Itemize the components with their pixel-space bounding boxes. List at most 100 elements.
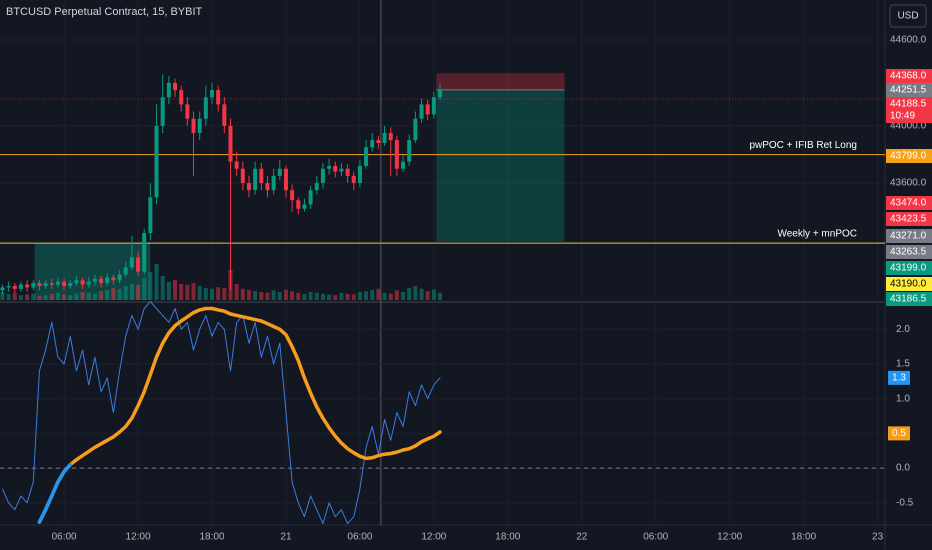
volume-bar [37, 296, 42, 300]
volume-bar [203, 288, 208, 300]
volume-bar [86, 292, 91, 300]
volume-bar [419, 288, 424, 300]
candle-body [185, 104, 190, 119]
volume-bar [438, 292, 443, 300]
volume-bar [166, 282, 171, 300]
candle-body [173, 82, 178, 91]
volume-bar [259, 292, 264, 300]
volume-bar [339, 292, 344, 300]
candle-body [216, 90, 221, 105]
candle-body [12, 285, 17, 289]
line-series [37, 306, 442, 524]
currency-button[interactable] [889, 4, 927, 28]
level-label: Weekly + mnPOC [777, 229, 857, 240]
value-tag [888, 426, 910, 441]
price-tag [886, 97, 932, 123]
volume-bar [148, 272, 153, 300]
volume-bar [333, 295, 338, 300]
volume-bar [55, 292, 60, 300]
price-tag-label: 43199.0 [890, 263, 927, 274]
candle-body [364, 147, 369, 166]
level-label: pwPOC + IFIB Ret Long [749, 140, 857, 151]
candle-body [357, 165, 362, 184]
price-tag-label: 43474.0 [890, 198, 927, 209]
volume-bar [413, 286, 418, 300]
volume-bar [382, 292, 387, 300]
currency-button-label[interactable]: USD [897, 11, 918, 22]
candle-body [99, 278, 104, 284]
price-tag [886, 229, 932, 243]
candle-body [25, 284, 30, 288]
volume-bar [142, 278, 147, 300]
volume-bar [6, 294, 11, 300]
price-tag [886, 292, 932, 306]
volume-bar [18, 295, 23, 300]
x-tick-label: 06:00 [643, 532, 668, 543]
volume-bar [222, 288, 227, 300]
volume-bar [123, 286, 128, 300]
candle-body [49, 283, 54, 285]
candle-body [129, 257, 134, 268]
candle-body [111, 277, 116, 281]
volume-bar [62, 294, 67, 300]
candle-body [290, 190, 295, 201]
candle-body [154, 125, 159, 198]
candle-body [283, 168, 288, 191]
candle-body [37, 283, 42, 286]
candle-body [240, 168, 245, 184]
candle-body [92, 278, 97, 282]
candle-body [148, 197, 153, 234]
x-tick-label: 18:00 [791, 532, 816, 543]
candle-body [438, 90, 443, 98]
candle-body [142, 233, 147, 272]
y-tick-label: 44000.0 [890, 120, 927, 131]
volume-bar [302, 294, 307, 300]
price-tag-label: 43271.0 [890, 231, 927, 242]
volume-bar [92, 294, 97, 300]
candle-body [382, 132, 387, 143]
value-tag-label: 1.3 [892, 373, 906, 384]
volume-bar [388, 293, 393, 300]
candle-body [401, 161, 406, 169]
price-tag [886, 83, 932, 97]
y-tick-label: 2.0 [896, 324, 910, 335]
candle-body [222, 104, 227, 126]
volume-bar [12, 292, 17, 300]
x-tick-label: 18:00 [495, 532, 520, 543]
price-tag [886, 69, 932, 83]
candle-body [117, 274, 122, 281]
candle-body [351, 175, 356, 184]
volume-bar [394, 290, 399, 300]
candle-body [18, 284, 23, 289]
price-tag-label: 44368.0 [890, 71, 927, 82]
volume-bar [43, 295, 48, 300]
candle-body [339, 168, 344, 172]
candle-body [43, 283, 48, 286]
candle-body [296, 200, 301, 209]
candle-body [419, 104, 424, 119]
candle-body [320, 168, 325, 184]
candle-body [74, 280, 79, 284]
volume-bar [265, 292, 270, 300]
line-series [2, 301, 441, 525]
candle-body [277, 168, 282, 176]
candle-body [431, 97, 436, 115]
y-tick-label: -0.5 [896, 497, 914, 508]
candle-body [265, 183, 270, 191]
y-tick-label: 43600.0 [890, 178, 927, 189]
price-tag [886, 212, 932, 226]
candle-body [68, 283, 73, 286]
candle-body [179, 90, 184, 105]
x-tick-label: 18:00 [199, 532, 224, 543]
volume-bar [345, 294, 350, 300]
candle-body [407, 140, 412, 162]
volume-bar [210, 288, 215, 300]
volume-bar [154, 264, 159, 300]
volume-bar [25, 294, 30, 300]
candle-body [203, 97, 208, 119]
volume-bar [179, 284, 184, 300]
y-tick-label: 1.0 [896, 393, 910, 404]
candle-body [253, 168, 258, 191]
candle-body [6, 285, 11, 288]
